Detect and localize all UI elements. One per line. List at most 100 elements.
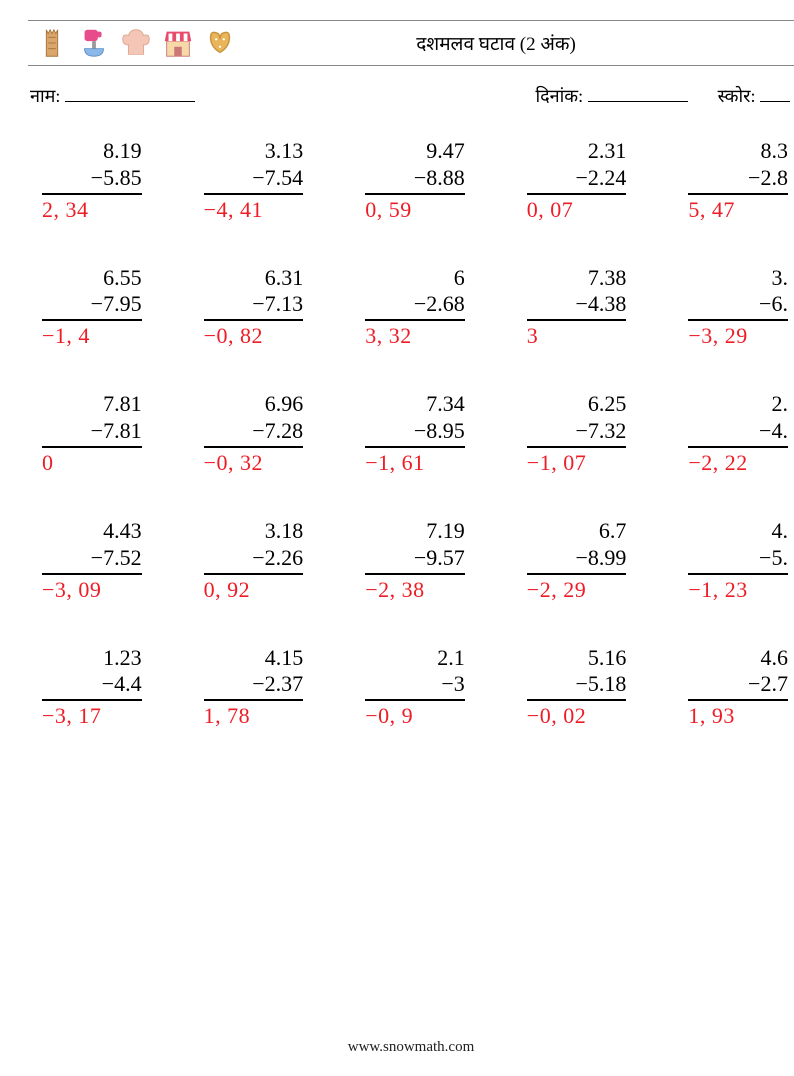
answer: −2, 22 (688, 450, 794, 476)
minuend: 8.19 (42, 138, 142, 165)
minuend: 6.96 (204, 391, 304, 418)
name-field: नाम: (30, 84, 195, 108)
subtrahend: −7.95 (42, 291, 142, 321)
answer: 2, 34 (42, 197, 148, 223)
answer: −2, 38 (365, 577, 471, 603)
minuend: 6.25 (527, 391, 627, 418)
answer: 5, 47 (688, 197, 794, 223)
name-blank[interactable] (65, 101, 195, 102)
subtrahend: −7.52 (42, 545, 142, 575)
problem-cell: 4.43−7.52−3, 09 (42, 518, 148, 603)
problem-cell: 7.38−4.383 (527, 265, 633, 350)
problem-numbers: 3.−6. (688, 265, 794, 322)
minuend: 3. (688, 265, 788, 292)
problems-row: 1.23−4.4−3, 17 4.15−2.371, 78 2.1−3−0, 9 5.… (42, 645, 794, 730)
problem-numbers: 6.55−7.95 (42, 265, 148, 322)
minuend: 7.81 (42, 391, 142, 418)
chef-hat-icon (118, 25, 154, 61)
worksheet-page: दशमलव घटाव (2 अंक) नाम: दिनांक: स्कोर: 8… (0, 0, 794, 1076)
answer: −1, 23 (688, 577, 794, 603)
answer: −1, 07 (527, 450, 633, 476)
problems-row: 7.81−7.8106.96−7.28−0, 327.34−8.95−1, 61… (42, 391, 794, 476)
subtrahend: −5. (688, 545, 788, 575)
answer: −3, 29 (688, 323, 794, 349)
minuend: 1.23 (42, 645, 142, 672)
problem-cell: 6.7−8.99−2, 29 (527, 518, 633, 603)
problem-cell: 6−2.683, 32 (365, 265, 471, 350)
problem-cell: 8.19−5.852, 34 (42, 138, 148, 223)
problem-cell: 2.31−2.240, 07 (527, 138, 633, 223)
problem-numbers: 9.47−8.88 (365, 138, 471, 195)
answer: −4, 41 (204, 197, 310, 223)
subtrahend: −5.18 (527, 671, 627, 701)
score-field: स्कोर: (718, 84, 790, 108)
answer: −0, 9 (365, 703, 471, 729)
answer: −3, 17 (42, 703, 148, 729)
pretzel-icon (202, 25, 238, 61)
subtrahend: −4.38 (527, 291, 627, 321)
subtrahend: −8.95 (365, 418, 465, 448)
problem-cell: 6.55−7.95−1, 4 (42, 265, 148, 350)
problem-numbers: 8.19−5.85 (42, 138, 148, 195)
minuend: 5.16 (527, 645, 627, 672)
answer: −1, 61 (365, 450, 471, 476)
minuend: 3.13 (204, 138, 304, 165)
problem-numbers: 4.15−2.37 (204, 645, 310, 702)
subtrahend: −5.85 (42, 165, 142, 195)
subtrahend: −2.7 (688, 671, 788, 701)
answer: 0 (42, 450, 148, 476)
problem-numbers: 4.43−7.52 (42, 518, 148, 575)
wheat-icon (34, 25, 70, 61)
problem-cell: 2.−4.−2, 22 (688, 391, 794, 476)
footer: www.snowmath.com (28, 1039, 794, 1076)
minuend: 8.3 (688, 138, 788, 165)
header-row: दशमलव घटाव (2 अंक) (28, 20, 794, 66)
minuend: 4. (688, 518, 788, 545)
shop-icon (160, 25, 196, 61)
minuend: 2. (688, 391, 788, 418)
problem-numbers: 5.16−5.18 (527, 645, 633, 702)
problem-numbers: 3.13−7.54 (204, 138, 310, 195)
problem-numbers: 2.−4. (688, 391, 794, 448)
problem-cell: 4.6−2.71, 93 (688, 645, 794, 730)
name-label: नाम: (30, 86, 60, 106)
subtrahend: −7.28 (204, 418, 304, 448)
problem-cell: 7.34−8.95−1, 61 (365, 391, 471, 476)
problem-cell: 7.19−9.57−2, 38 (365, 518, 471, 603)
subtrahend: −8.99 (527, 545, 627, 575)
mixer-icon (76, 25, 112, 61)
score-blank[interactable] (760, 101, 790, 102)
minuend: 6.31 (204, 265, 304, 292)
problem-cell: 2.1−3−0, 9 (365, 645, 471, 730)
date-label: दिनांक: (535, 86, 583, 106)
problem-cell: 4.−5.−1, 23 (688, 518, 794, 603)
date-blank[interactable] (588, 101, 688, 102)
problem-numbers: 8.3−2.8 (688, 138, 794, 195)
minuend: 6.55 (42, 265, 142, 292)
icon-strip (34, 25, 238, 61)
problem-numbers: 6.31−7.13 (204, 265, 310, 322)
subtrahend: −2.24 (527, 165, 627, 195)
problem-cell: 3.18−2.260, 92 (204, 518, 310, 603)
problem-numbers: 2.1−3 (365, 645, 471, 702)
problem-numbers: 6−2.68 (365, 265, 471, 322)
problem-numbers: 6.96−7.28 (204, 391, 310, 448)
problems-row: 6.55−7.95−1, 46.31−7.13−0, 826−2.683, 32… (42, 265, 794, 350)
answer: 1, 78 (204, 703, 310, 729)
subtrahend: −4.4 (42, 671, 142, 701)
problem-numbers: 6.7−8.99 (527, 518, 633, 575)
minuend: 7.34 (365, 391, 465, 418)
subtrahend: −2.68 (365, 291, 465, 321)
problem-numbers: 2.31−2.24 (527, 138, 633, 195)
minuend: 2.31 (527, 138, 627, 165)
subtrahend: −7.54 (204, 165, 304, 195)
minuend: 4.15 (204, 645, 304, 672)
answer: 3, 32 (365, 323, 471, 349)
subtrahend: −7.81 (42, 418, 142, 448)
minuend: 4.43 (42, 518, 142, 545)
problems-grid: 8.19−5.852, 343.13−7.54−4, 419.47−8.880,… (28, 138, 794, 729)
problem-cell: 3.13−7.54−4, 41 (204, 138, 310, 223)
problem-cell: 3.−6.−3, 29 (688, 265, 794, 350)
problem-numbers: 7.19−9.57 (365, 518, 471, 575)
subtrahend: −4. (688, 418, 788, 448)
